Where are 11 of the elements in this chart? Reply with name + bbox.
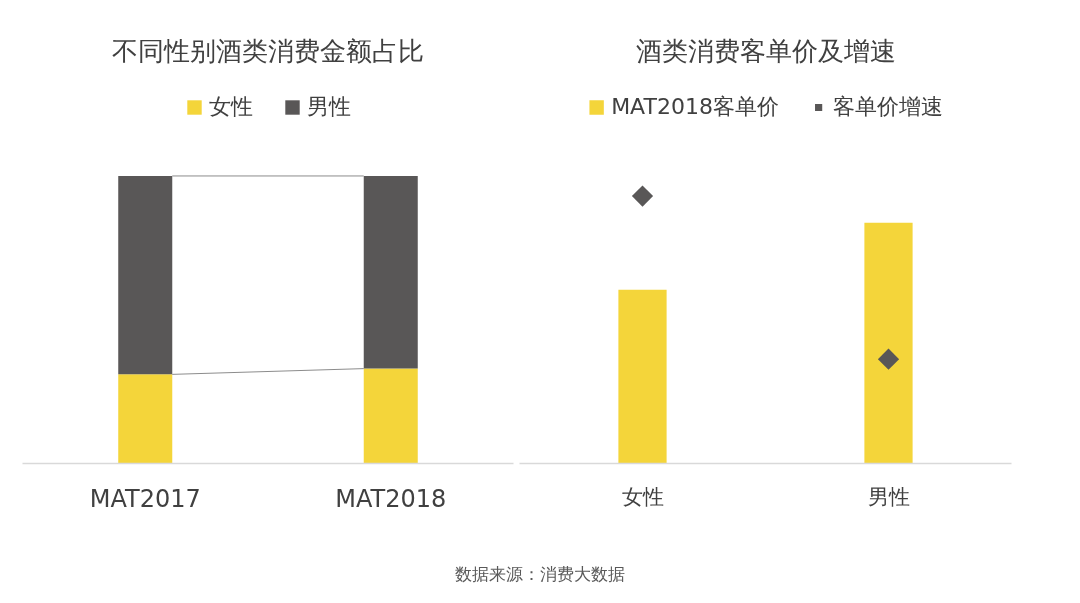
x-tick-label: 男性 bbox=[867, 484, 910, 509]
chart-title: 酒类消费客单价及增速 bbox=[635, 36, 896, 66]
x-tick-label: 女性 bbox=[621, 484, 664, 509]
legend-label: 男性 bbox=[306, 93, 351, 121]
legend-label: 女性 bbox=[208, 93, 253, 121]
source-note: 数据来源：消费大数据 bbox=[455, 563, 625, 586]
legend-label: 客单价增速 bbox=[832, 93, 943, 121]
x-tick-label: MAT2018 bbox=[335, 484, 447, 513]
chart-title: 不同性别酒类消费金额占比 bbox=[112, 36, 424, 66]
legend-label: MAT2018客单价 bbox=[611, 93, 779, 121]
x-tick-label: MAT2017 bbox=[89, 484, 201, 513]
